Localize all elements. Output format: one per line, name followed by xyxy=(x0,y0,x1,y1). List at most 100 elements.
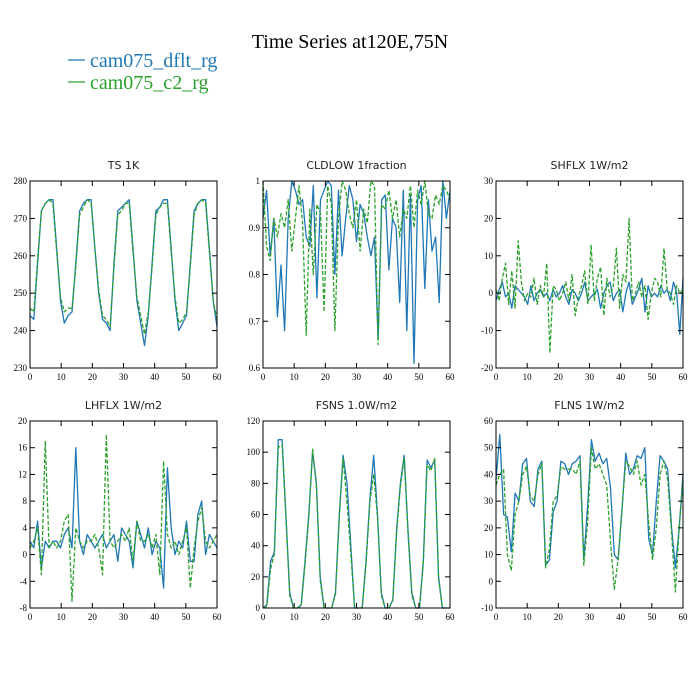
y-tick-label: 20 xyxy=(18,416,28,426)
x-tick-label: 40 xyxy=(616,372,626,382)
x-tick-label: 10 xyxy=(57,372,67,382)
x-tick-label: 0 xyxy=(261,612,266,622)
x-tick-label: 10 xyxy=(523,372,533,382)
x-tick-label: 10 xyxy=(290,612,300,622)
y-tick-label: 50 xyxy=(484,443,494,453)
y-tick-label: 4 xyxy=(23,523,28,533)
y-tick-label: -4 xyxy=(20,576,28,586)
y-tick-label: 20 xyxy=(484,523,494,533)
series-line-c2 xyxy=(29,199,218,335)
y-tick-label: 1 xyxy=(256,176,261,186)
y-tick-label: 0 xyxy=(489,576,494,586)
y-tick-label: 230 xyxy=(14,363,28,373)
x-tick-label: 0 xyxy=(494,612,499,622)
x-tick-label: 40 xyxy=(616,612,626,622)
panel-0: TS 1K 0 10 20 30 40 50 60 230 240 250 260 270 280 xyxy=(14,159,223,382)
series-line-dflt xyxy=(262,439,450,609)
series-line-dflt xyxy=(262,180,451,364)
y-tick-label: -10 xyxy=(481,603,493,613)
x-tick-label: 0 xyxy=(494,372,499,382)
x-tick-label: 30 xyxy=(585,372,595,382)
series-line-c2 xyxy=(495,447,684,593)
x-tick-label: 60 xyxy=(213,372,223,382)
y-tick-label: 280 xyxy=(14,176,28,186)
legend-label-dflt: cam075_dflt_rg xyxy=(90,50,217,72)
panel-title: LHFLX 1W/m2 xyxy=(85,399,162,412)
panel-4: FSNS 1.0W/m2 0 10 20 30 40 50 60 0 20 40 60 80 100 120 xyxy=(247,399,456,622)
y-tick-label: 0 xyxy=(23,550,28,560)
x-tick-label: 60 xyxy=(446,612,456,622)
y-tick-label: 120 xyxy=(247,416,261,426)
y-tick-label: 30 xyxy=(484,496,494,506)
y-tick-label: 40 xyxy=(484,469,494,479)
x-tick-label: 20 xyxy=(321,612,331,622)
series-line-dflt xyxy=(29,447,218,589)
x-tick-label: 10 xyxy=(290,372,300,382)
x-tick-label: 0 xyxy=(28,372,33,382)
x-tick-label: 30 xyxy=(352,612,362,622)
y-tick-label: 240 xyxy=(14,326,28,336)
legend-label-c2: cam075_c2_rg xyxy=(90,72,209,94)
plot-frame xyxy=(495,180,684,369)
plot-frame xyxy=(29,420,218,609)
y-tick-label: 30 xyxy=(484,176,494,186)
y-tick-label: 270 xyxy=(14,213,28,223)
panel-1: CLDLOW 1fraction 0 10 20 30 40 50 60 0.6 0.7 0.8 0.… xyxy=(249,159,455,382)
x-tick-label: 50 xyxy=(181,612,191,622)
x-tick-label: 20 xyxy=(554,612,564,622)
x-tick-label: 40 xyxy=(150,612,160,622)
panel-title: FSNS 1.0W/m2 xyxy=(316,399,398,412)
x-tick-label: 20 xyxy=(88,372,98,382)
y-tick-label: 20 xyxy=(484,213,494,223)
panel-title: TS 1K xyxy=(107,159,140,172)
y-tick-label: -10 xyxy=(481,326,493,336)
x-tick-label: 20 xyxy=(88,612,98,622)
x-tick-label: 10 xyxy=(57,612,67,622)
series-line-dflt xyxy=(29,199,218,347)
x-tick-label: 40 xyxy=(150,372,160,382)
y-tick-label: 60 xyxy=(251,510,261,520)
y-tick-label: 0.7 xyxy=(249,316,261,326)
x-tick-label: 30 xyxy=(119,612,129,622)
y-tick-label: 0.6 xyxy=(249,363,261,373)
x-tick-label: 40 xyxy=(383,372,393,382)
series-line-dflt xyxy=(495,277,684,335)
panel-title: SHFLX 1W/m2 xyxy=(550,159,628,172)
x-tick-label: 60 xyxy=(446,372,456,382)
y-tick-label: 10 xyxy=(484,550,494,560)
y-tick-label: 0 xyxy=(256,603,261,613)
y-tick-label: 100 xyxy=(247,447,261,457)
figure-title: Time Series at120E,75N xyxy=(252,31,448,53)
x-tick-label: 50 xyxy=(181,372,191,382)
y-tick-label: -20 xyxy=(481,363,493,373)
y-tick-label: 0.9 xyxy=(249,223,261,233)
panel-title: CLDLOW 1fraction xyxy=(306,159,406,172)
y-tick-label: 12 xyxy=(18,469,27,479)
series-line-dflt xyxy=(495,433,684,569)
y-tick-label: 40 xyxy=(251,541,261,551)
x-tick-label: 20 xyxy=(321,372,331,382)
x-tick-label: 50 xyxy=(647,612,657,622)
x-tick-label: 60 xyxy=(679,372,689,382)
x-tick-label: 30 xyxy=(585,612,595,622)
x-tick-label: 50 xyxy=(414,612,424,622)
panel-2: SHFLX 1W/m2 0 10 20 30 40 50 60 -20 -10 0 10 20 30 xyxy=(481,159,688,382)
x-tick-label: 60 xyxy=(679,612,689,622)
y-tick-label: 0 xyxy=(489,288,494,298)
x-tick-label: 10 xyxy=(523,612,533,622)
y-tick-label: 10 xyxy=(484,251,494,261)
y-tick-label: 260 xyxy=(14,251,28,261)
panel-3: LHFLX 1W/m2 0 10 20 30 40 50 60 -8 -4 0 4 8 12 16 20 xyxy=(18,399,222,622)
x-tick-label: 40 xyxy=(383,612,393,622)
x-tick-label: 20 xyxy=(554,372,564,382)
x-tick-label: 0 xyxy=(261,372,266,382)
y-tick-label: 0.8 xyxy=(249,270,261,280)
y-tick-label: 80 xyxy=(251,478,261,488)
y-tick-label: 20 xyxy=(251,572,261,582)
x-tick-label: 0 xyxy=(28,612,33,622)
series-line-c2 xyxy=(29,433,218,602)
y-tick-label: -8 xyxy=(20,603,28,613)
y-tick-label: 250 xyxy=(14,288,28,298)
